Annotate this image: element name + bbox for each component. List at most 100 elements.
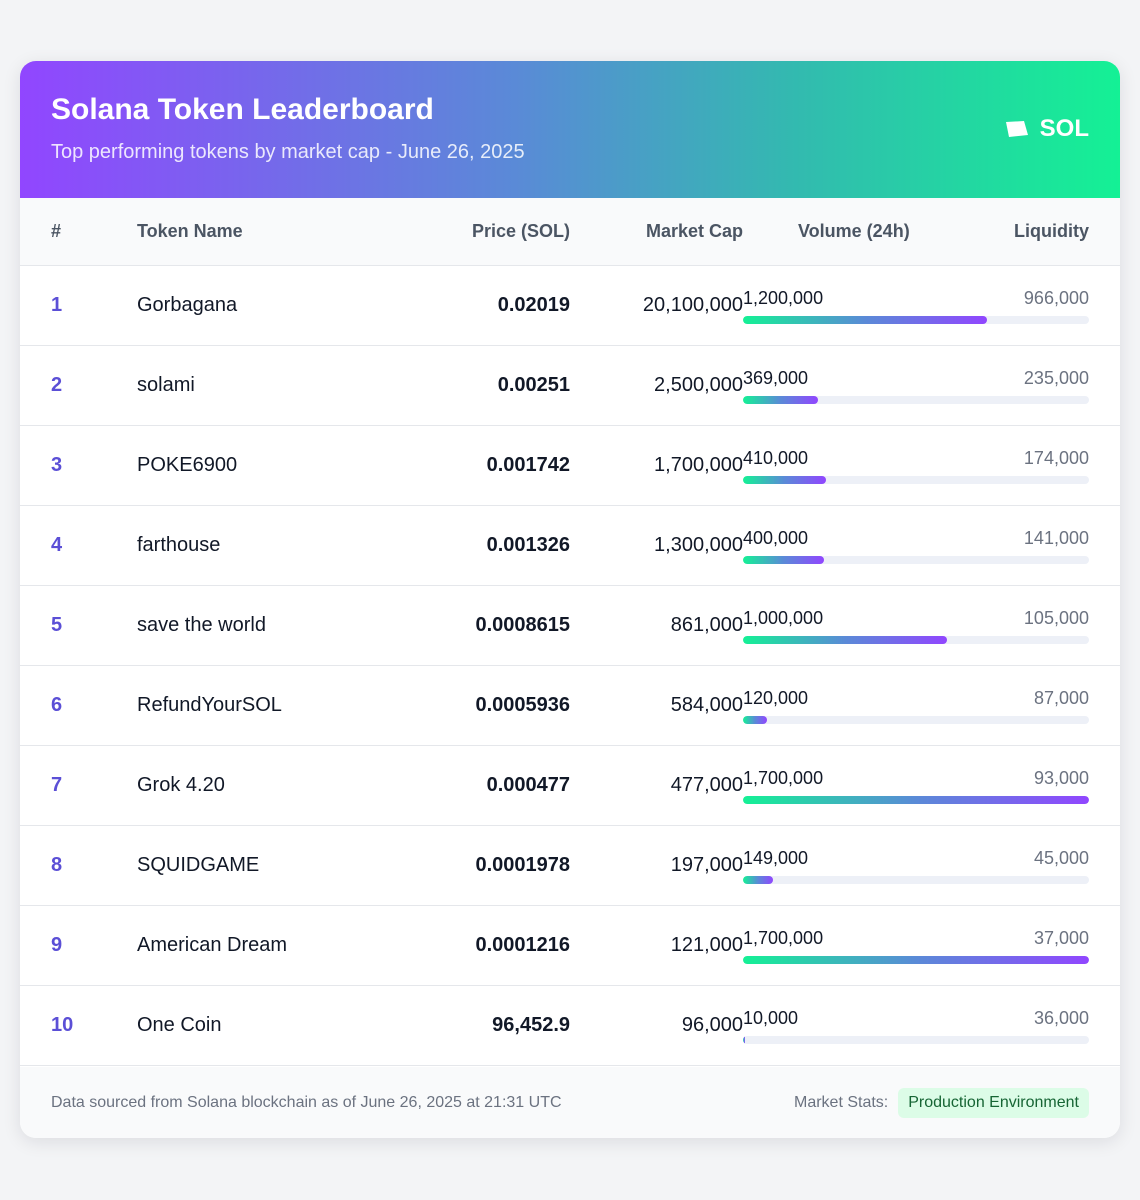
token-volume: 410,000 — [743, 448, 809, 468]
volume-liquidity-cell: 1,200,000 966,000 — [743, 266, 1089, 345]
table-row[interactable]: 3 POKE6900 0.001742 1,700,000 410,000 174,000 — [20, 426, 1120, 506]
volume-bar-fill — [743, 476, 827, 484]
volume-bar-fill — [743, 636, 947, 644]
token-name[interactable]: Gorbagana — [137, 294, 238, 316]
volume-bar-track — [743, 396, 1089, 404]
token-price: 0.001742 — [486, 454, 570, 476]
token-volume: 369,000 — [743, 368, 809, 388]
token-liquidity: 36,000 — [1033, 1008, 1089, 1028]
column-header-volume[interactable]: Volume (24h) — [798, 221, 910, 241]
token-price: 0.001326 — [486, 534, 570, 556]
volume-bar-fill — [743, 316, 988, 324]
token-price: 96,452.9 — [492, 1014, 570, 1036]
token-name[interactable]: farthouse — [137, 534, 221, 556]
table-footer: Data sourced from Solana blockchain as o… — [20, 1067, 1120, 1138]
volume-bar-fill — [743, 716, 768, 724]
token-market-cap: 1,700,000 — [654, 454, 743, 476]
token-liquidity: 966,000 — [1023, 288, 1089, 308]
table-row[interactable]: 2 solami 0.00251 2,500,000 369,000 235,000 — [20, 346, 1120, 426]
volume-liquidity-cell: 1,000,000 105,000 — [743, 586, 1089, 665]
token-volume: 1,700,000 — [743, 768, 824, 788]
token-liquidity: 93,000 — [1033, 768, 1089, 788]
table-row[interactable]: 5 save the world 0.0008615 861,000 1,000,000… — [20, 586, 1120, 666]
token-price: 0.0001216 — [475, 934, 570, 956]
volume-bar-fill — [743, 1036, 746, 1044]
token-price: 0.0008615 — [475, 614, 570, 636]
token-price: 0.0005936 — [475, 694, 570, 716]
token-liquidity: 174,000 — [1023, 448, 1089, 468]
token-rank: 3 — [51, 454, 63, 476]
token-volume: 149,000 — [743, 848, 809, 868]
token-volume: 1,000,000 — [743, 608, 824, 628]
volume-liquidity-cell: 120,000 87,000 — [743, 666, 1089, 745]
solana-logo-icon — [1005, 121, 1028, 137]
token-rank: 5 — [51, 614, 63, 636]
token-rank: 8 — [51, 854, 63, 876]
volume-bar-fill — [743, 876, 774, 884]
token-rank: 4 — [51, 534, 63, 556]
table-row[interactable]: 9 American Dream 0.0001216 121,000 1,700,000… — [20, 906, 1120, 986]
column-header-price[interactable]: Price (SOL) — [471, 221, 570, 241]
volume-bar-track — [743, 316, 1089, 324]
token-market-cap: 121,000 — [670, 934, 743, 956]
token-volume: 120,000 — [743, 688, 809, 708]
token-liquidity: 45,000 — [1033, 848, 1089, 868]
token-name[interactable]: RefundYourSOL — [137, 694, 282, 716]
token-market-cap: 477,000 — [670, 774, 743, 796]
token-rank: 2 — [51, 374, 63, 396]
token-liquidity: 141,000 — [1023, 528, 1089, 548]
token-name[interactable]: American Dream — [137, 934, 288, 956]
token-volume: 1,200,000 — [743, 288, 824, 308]
volume-liquidity-cell: 1,700,000 93,000 — [743, 746, 1089, 825]
token-market-cap: 584,000 — [670, 694, 743, 716]
column-header-liquidity[interactable]: Liquidity — [1014, 221, 1089, 241]
token-name[interactable]: SQUIDGAME — [137, 854, 260, 876]
column-header-token-name[interactable]: Token Name — [137, 221, 243, 241]
environment-badge: Production Environment — [898, 1088, 1089, 1118]
volume-liquidity-cell: 369,000 235,000 — [743, 346, 1089, 425]
table-row[interactable]: 6 RefundYourSOL 0.0005936 584,000 120,000 87,… — [20, 666, 1120, 746]
token-price: 0.0001978 — [475, 854, 570, 876]
volume-liquidity-cell: 410,000 174,000 — [743, 426, 1089, 505]
token-liquidity: 87,000 — [1033, 688, 1089, 708]
sol-badge: SOL — [1005, 115, 1089, 143]
volume-liquidity-cell: 10,000 36,000 — [743, 986, 1089, 1065]
table-body: 1 Gorbagana 0.02019 20,100,000 1,200,000 966,… — [20, 266, 1120, 1066]
volume-bar-fill — [743, 796, 1089, 804]
token-liquidity: 37,000 — [1033, 928, 1089, 948]
token-market-cap: 2,500,000 — [654, 374, 743, 396]
sol-badge-label: SOL — [1039, 115, 1089, 142]
token-rank: 10 — [51, 1014, 74, 1036]
token-price: 0.00251 — [497, 374, 570, 396]
table-row[interactable]: 10 One Coin 96,452.9 96,000 10,000 36,000 — [20, 986, 1120, 1066]
column-header-rank[interactable]: # — [51, 221, 62, 241]
volume-bar-fill — [743, 556, 825, 564]
token-volume: 10,000 — [743, 1008, 799, 1028]
token-rank: 1 — [51, 294, 63, 316]
token-name[interactable]: save the world — [137, 614, 266, 636]
token-name[interactable]: solami — [137, 374, 195, 396]
token-market-cap: 96,000 — [681, 1014, 743, 1036]
token-market-cap: 861,000 — [670, 614, 743, 636]
token-name[interactable]: POKE6900 — [137, 454, 238, 476]
token-market-cap: 197,000 — [670, 854, 743, 876]
leaderboard-header: Solana Token Leaderboard Top performing … — [20, 61, 1120, 198]
volume-bar-fill — [743, 396, 819, 404]
token-name[interactable]: Grok 4.20 — [137, 774, 225, 796]
token-name[interactable]: One Coin — [137, 1014, 222, 1036]
column-header-market-cap[interactable]: Market Cap — [645, 221, 743, 241]
table-row[interactable]: 7 Grok 4.20 0.000477 477,000 1,700,000 93,000 — [20, 746, 1120, 826]
token-price: 0.000477 — [486, 774, 570, 796]
token-liquidity: 105,000 — [1023, 608, 1089, 628]
table-row[interactable]: 4 farthouse 0.001326 1,300,000 400,000 141,00… — [20, 506, 1120, 586]
token-rank: 7 — [51, 774, 63, 796]
volume-liquidity-cell: 1,700,000 37,000 — [743, 906, 1089, 985]
table-row[interactable]: 1 Gorbagana 0.02019 20,100,000 1,200,000 966,… — [20, 266, 1120, 346]
volume-bar-track — [743, 716, 1089, 724]
token-liquidity: 235,000 — [1023, 368, 1089, 388]
volume-bar-track — [743, 476, 1089, 484]
volume-liquidity-cell: 400,000 141,000 — [743, 506, 1089, 585]
table-header: # Token Name Price (SOL) Market Cap Volu… — [20, 198, 1120, 266]
market-stats: Market Stats: Production Environment — [794, 1088, 1089, 1118]
table-row[interactable]: 8 SQUIDGAME 0.0001978 197,000 149,000 45,000 — [20, 826, 1120, 906]
